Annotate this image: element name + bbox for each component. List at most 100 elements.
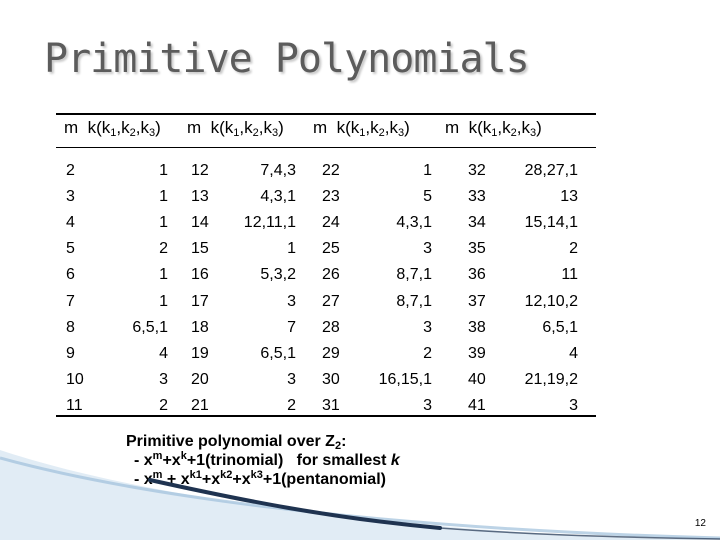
table-top-rule [56, 113, 596, 115]
table-row: 4 1 14 12,11,1 24 4,3,1 34 15,14,1 [0, 210, 720, 236]
note-line-pentanomial: - xm + xk1+xk2+xk3+1(pentanomial) [134, 469, 386, 489]
swoosh-dark-stroke [148, 478, 442, 530]
column-header-group-3: m k(k1,k2,k3) [313, 118, 410, 142]
cell-m-value: 16 [191, 266, 209, 284]
cell-k-values: 1 [159, 266, 168, 284]
cell-k-values: 8,7,1 [396, 266, 432, 284]
slide-title: Primitive Polynomials [44, 36, 530, 82]
cell-k-values: 1 [159, 292, 168, 310]
cell-k-values: 3 [423, 396, 432, 414]
header-k: k(k1,k2,k3) [87, 118, 161, 139]
header-k: k(k1,k2,k3) [210, 118, 284, 139]
table-row: 5 2 15 1 25 3 35 2 [0, 236, 720, 262]
cell-m-value: 7 [66, 292, 75, 310]
table-row: 7 1 17 3 27 8,7,1 37 12,10,2 [0, 289, 720, 315]
cell-k-values: 4,3,1 [396, 214, 432, 232]
cell-m-value: 35 [468, 240, 486, 258]
cell-m-value: 14 [191, 214, 209, 232]
cell-m-value: 9 [66, 344, 75, 362]
swoosh-light-band [0, 450, 720, 540]
cell-k-values: 5 [423, 188, 432, 206]
cell-k-values: 3 [423, 240, 432, 258]
cell-k-values: 8,7,1 [396, 292, 432, 310]
cell-m-value: 19 [191, 344, 209, 362]
cell-k-values: 3 [159, 370, 168, 388]
cell-m-value: 15 [191, 240, 209, 258]
table-row: 9 4 19 6,5,1 29 2 39 4 [0, 341, 720, 367]
cell-k-values: 2 [159, 240, 168, 258]
cell-m-value: 5 [66, 240, 75, 258]
primitive-polynomial-note: Primitive polynomial over Z2: - xm+xk+1(… [126, 432, 400, 489]
cell-m-value: 25 [322, 240, 340, 258]
column-header-group-4: m k(k1,k2,k3) [445, 118, 542, 142]
cell-m-value: 36 [468, 266, 486, 284]
cell-k-values: 2 [287, 396, 296, 414]
cell-m-value: 30 [322, 370, 340, 388]
cell-k-values: 6,5,1 [132, 318, 168, 336]
cell-m-value: 41 [468, 396, 486, 414]
cell-m-value: 40 [468, 370, 486, 388]
header-k: k(k1,k2,k3) [336, 118, 410, 139]
cell-k-values: 4,3,1 [260, 188, 296, 206]
cell-k-values: 4 [569, 344, 578, 362]
header-m: m [313, 118, 328, 137]
cell-k-values: 2 [423, 344, 432, 362]
cell-m-value: 8 [66, 318, 75, 336]
decorative-swoosh [0, 450, 720, 540]
cell-m-value: 27 [322, 292, 340, 310]
cell-m-value: 3 [66, 188, 75, 206]
header-m: m [187, 118, 202, 137]
cell-m-value: 37 [468, 292, 486, 310]
cell-m-value: 6 [66, 266, 75, 284]
cell-m-value: 12 [191, 162, 209, 179]
cell-k-values: 5,3,2 [260, 266, 296, 284]
cell-k-values: 11 [561, 266, 578, 284]
cell-k-values: 7 [287, 318, 296, 336]
cell-k-values: 16,15,1 [378, 370, 432, 388]
header-k: k(k1,k2,k3) [468, 118, 542, 139]
cell-k-values: 1 [287, 240, 296, 258]
table-row: 2 1 12 7,4,3 22 1 32 28,27,1 [0, 158, 720, 184]
cell-k-values: 28,27,1 [524, 162, 578, 179]
header-m: m [445, 118, 460, 137]
cell-m-value: 32 [468, 162, 486, 179]
table-row: 8 6,5,1 18 7 28 3 38 6,5,1 [0, 315, 720, 341]
cell-k-values: 21,19,2 [524, 370, 578, 388]
cell-k-values: 6,5,1 [542, 318, 578, 336]
cell-k-values: 3 [287, 292, 296, 310]
cell-k-values: 7,4,3 [260, 162, 296, 179]
table-row: 3 1 13 4,3,1 23 5 33 13 [0, 184, 720, 210]
cell-m-value: 23 [322, 188, 340, 206]
cell-m-value: 34 [468, 214, 486, 232]
cell-k-values: 1 [159, 214, 168, 232]
table-header-rule [56, 147, 596, 148]
cell-k-values: 1 [159, 162, 168, 179]
cell-m-value: 10 [66, 370, 84, 388]
cell-k-values: 4 [159, 344, 168, 362]
cell-m-value: 18 [191, 318, 209, 336]
cell-m-value: 22 [322, 162, 340, 179]
cell-k-values: 1 [159, 188, 168, 206]
cell-m-value: 21 [191, 396, 209, 414]
column-header-group-1: m k(k1,k2,k3) [64, 118, 161, 142]
cell-m-value: 20 [191, 370, 209, 388]
cell-k-values: 15,14,1 [524, 214, 578, 232]
cell-k-values: 13 [560, 188, 578, 206]
cell-k-values: 2 [159, 396, 168, 414]
cell-m-value: 4 [66, 214, 75, 232]
cell-k-values: 3 [569, 396, 578, 414]
cell-m-value: 38 [468, 318, 486, 336]
header-m: m [64, 118, 79, 137]
cell-k-values: 3 [423, 318, 432, 336]
cell-m-value: 29 [322, 344, 340, 362]
table-bottom-rule [56, 415, 596, 417]
table-row: 11 2 21 2 31 3 41 3 [0, 393, 720, 419]
cell-m-value: 17 [191, 292, 209, 310]
cell-m-value: 13 [191, 188, 209, 206]
cell-m-value: 39 [468, 344, 486, 362]
page-number: 12 [694, 518, 706, 529]
cell-m-value: 33 [468, 188, 486, 206]
table-row: 10 3 20 3 30 16,15,1 40 21,19,2 [0, 367, 720, 393]
cell-k-values: 12,11,1 [243, 214, 296, 232]
cell-k-values: 2 [569, 240, 578, 258]
